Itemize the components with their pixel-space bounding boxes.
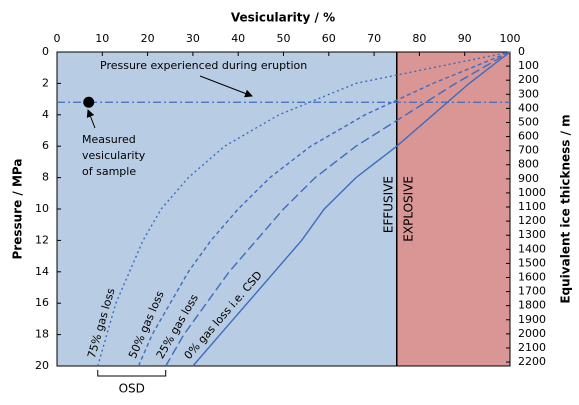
region [57,52,397,366]
x-tick-label: 10 [95,32,109,45]
y2-tick-label: 800 [518,158,539,171]
y2-tick-label: 300 [518,87,539,100]
y-tick-label: 6 [42,139,49,152]
y2-tick-label: 0 [518,45,525,58]
y2-tick-label: 1800 [518,299,546,312]
x-tick-label: 100 [500,32,521,45]
x-tick-label: 70 [367,32,381,45]
x-tick-label: 20 [141,32,155,45]
y-tick-label: 0 [42,45,49,58]
x-tick-label: 30 [186,32,200,45]
y2-tick-label: 500 [518,115,539,128]
eruption-pressure-label: Pressure experienced during eruption [100,59,307,72]
series-line [137,51,511,367]
x-tick-label: 40 [231,32,245,45]
y2-tick-label: 1200 [518,214,546,227]
sample-label: vesicularity [82,149,146,162]
y2-tick-label: 400 [518,101,539,114]
y2-tick-label: 1500 [518,256,546,269]
region-label: EFFUSIVE [381,176,395,233]
y2-tick-label: 1600 [518,270,546,283]
annotation-arrow [199,75,253,98]
x-tick-label: 80 [412,32,426,45]
y2-tick-label: 1300 [518,228,546,241]
y2-tick-label: 1100 [518,200,546,213]
series-line [192,51,511,367]
series-line [165,51,511,367]
region [396,52,510,366]
y2-axis-label: Equivalent ice thickness / m [559,114,573,303]
x-tick-label: 0 [54,32,61,45]
sample-point [83,96,95,108]
y2-tick-label: 1900 [518,313,546,326]
series-line [97,51,511,367]
y2-tick-label: 1700 [518,285,546,298]
y2-tick-label: 200 [518,73,539,86]
annotation-arrow [86,109,96,129]
y2-tick-label: 1000 [518,186,546,199]
sample-label: of sample [82,165,136,178]
region-label: EXPLOSIVE [401,176,415,242]
y-tick-label: 14 [35,265,49,278]
y2-tick-label: 600 [518,130,539,143]
chart-title: Vesicularity / % [231,11,335,25]
y-tick-label: 2 [42,76,49,89]
sample-label: Measured [82,133,136,146]
y2-tick-label: 100 [518,59,539,72]
y-tick-label: 20 [35,359,49,372]
osd-bracket [97,370,167,377]
y2-tick-label: 2200 [518,355,546,368]
y2-tick-label: 2100 [518,341,546,354]
y-tick-label: 10 [35,202,49,215]
y-axis-label: Pressure / MPa [11,159,25,260]
x-tick-label: 60 [322,32,336,45]
y2-tick-label: 2000 [518,327,546,340]
osd-label: OSD [119,382,145,396]
y-tick-label: 4 [42,108,49,121]
y-tick-label: 18 [35,328,49,341]
y-tick-label: 8 [42,171,49,184]
y-tick-label: 16 [35,296,49,309]
x-tick-label: 90 [458,32,472,45]
y2-tick-label: 900 [518,172,539,185]
y2-tick-label: 700 [518,144,539,157]
y-tick-label: 12 [35,233,49,246]
y2-tick-label: 1400 [518,242,546,255]
x-tick-label: 50 [277,32,291,45]
